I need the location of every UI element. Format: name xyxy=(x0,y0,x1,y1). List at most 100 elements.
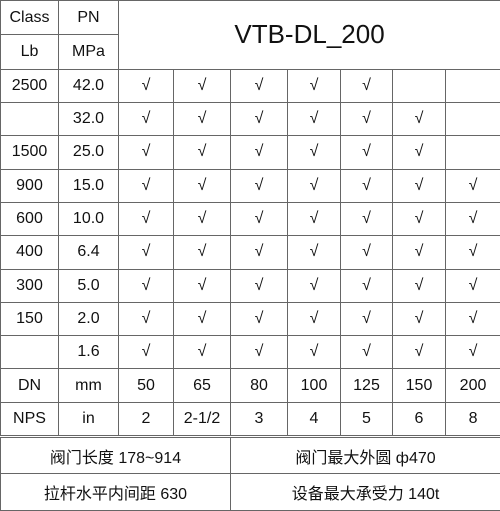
check-cell: √ xyxy=(173,101,231,137)
check-cell: √ xyxy=(287,235,341,270)
check-cell: √ xyxy=(392,301,446,337)
dn-value: 65 xyxy=(173,368,231,403)
check-cell: √ xyxy=(118,301,174,337)
dn-value: 150 xyxy=(392,368,446,403)
check-cell: √ xyxy=(230,168,288,203)
check-cell: √ xyxy=(287,201,341,237)
footer-cell: 拉杆水平内间距 630 xyxy=(0,473,231,511)
check-cell: √ xyxy=(444,201,500,237)
check-cell: √ xyxy=(230,235,288,270)
nps-unit: in xyxy=(58,401,119,438)
pn-cell: 6.4 xyxy=(58,235,119,270)
check-cell xyxy=(392,68,446,103)
check-cell: √ xyxy=(392,268,446,303)
pn-cell: 5.0 xyxy=(58,268,119,303)
class-cell: 1500 xyxy=(0,135,59,170)
dn-value: 80 xyxy=(230,368,288,403)
dn-value: 100 xyxy=(287,368,341,403)
check-cell: √ xyxy=(287,168,341,203)
check-cell: √ xyxy=(287,268,341,303)
pn-cell: 42.0 xyxy=(58,68,119,103)
check-cell: √ xyxy=(340,168,393,203)
pn-cell: 25.0 xyxy=(58,135,119,170)
footer-cell: 阀门长度 178~914 xyxy=(0,435,231,475)
nps-value: 4 xyxy=(287,401,341,438)
pressure-row: 600 10.0 √ √ √ √ √ √ √ xyxy=(0,201,500,237)
nps-value: 3 xyxy=(230,401,288,438)
check-cell: √ xyxy=(118,101,174,137)
check-cell: √ xyxy=(444,168,500,203)
nps-value: 8 xyxy=(444,401,500,438)
check-cell: √ xyxy=(444,301,500,337)
check-cell: √ xyxy=(118,335,174,370)
pressure-row: 2500 42.0 √ √ √ √ √ xyxy=(0,68,500,103)
pressure-row: 150 2.0 √ √ √ √ √ √ √ xyxy=(0,301,500,337)
pn-cell: 1.6 xyxy=(58,335,119,370)
class-cell: 2500 xyxy=(0,68,59,103)
pressure-row: 32.0 √ √ √ √ √ √ xyxy=(0,101,500,137)
check-cell: √ xyxy=(173,168,231,203)
check-cell: √ xyxy=(340,135,393,170)
check-cell: √ xyxy=(173,268,231,303)
check-cell: √ xyxy=(392,101,446,137)
check-cell: √ xyxy=(392,235,446,270)
class-cell: 600 xyxy=(0,201,59,237)
check-cell: √ xyxy=(173,201,231,237)
mpa-header: MPa xyxy=(58,34,119,70)
check-cell: √ xyxy=(340,101,393,137)
model-title: VTB-DL_200 xyxy=(117,0,500,70)
footer-row: 阀门长度 178~914 阀门最大外圆 ф470 xyxy=(0,435,500,475)
class-header: Class xyxy=(0,0,59,36)
dn-value: 50 xyxy=(118,368,174,403)
check-cell: √ xyxy=(118,135,174,170)
footer-cell: 设备最大承受力 140t xyxy=(229,473,500,511)
check-cell: √ xyxy=(230,135,288,170)
check-cell: √ xyxy=(230,301,288,337)
class-cell: 900 xyxy=(0,168,59,203)
pn-header: PN xyxy=(58,0,119,36)
check-cell xyxy=(444,101,500,137)
pressure-row: 300 5.0 √ √ √ √ √ √ √ xyxy=(0,268,500,303)
check-cell: √ xyxy=(287,101,341,137)
class-cell xyxy=(0,335,59,370)
check-cell: √ xyxy=(392,168,446,203)
check-cell: √ xyxy=(118,201,174,237)
check-cell: √ xyxy=(230,268,288,303)
check-cell: √ xyxy=(118,235,174,270)
check-cell: √ xyxy=(392,201,446,237)
check-cell: √ xyxy=(118,268,174,303)
check-cell: √ xyxy=(444,268,500,303)
nps-value: 5 xyxy=(340,401,393,438)
check-cell: √ xyxy=(173,68,231,103)
check-cell: √ xyxy=(230,201,288,237)
pressure-row: 400 6.4 √ √ √ √ √ √ √ xyxy=(0,235,500,270)
check-cell: √ xyxy=(173,335,231,370)
pn-cell: 2.0 xyxy=(58,301,119,337)
pressure-row: 1500 25.0 √ √ √ √ √ √ xyxy=(0,135,500,170)
check-cell: √ xyxy=(173,135,231,170)
nps-value: 6 xyxy=(392,401,446,438)
check-cell: √ xyxy=(173,301,231,337)
dn-row: DN mm 50 65 80 100 125 150 200 xyxy=(0,368,500,403)
dn-label: DN xyxy=(0,368,59,403)
class-cell: 150 xyxy=(0,301,59,337)
footer-row: 拉杆水平内间距 630 设备最大承受力 140t xyxy=(0,473,500,511)
pn-cell: 32.0 xyxy=(58,101,119,137)
check-cell: √ xyxy=(230,101,288,137)
check-cell: √ xyxy=(340,301,393,337)
check-cell: √ xyxy=(173,235,231,270)
check-cell: √ xyxy=(287,135,341,170)
class-cell: 400 xyxy=(0,235,59,270)
nps-label: NPS xyxy=(0,401,59,438)
check-cell: √ xyxy=(340,268,393,303)
check-cell: √ xyxy=(340,68,393,103)
check-cell: √ xyxy=(340,235,393,270)
check-cell: √ xyxy=(287,68,341,103)
pn-cell: 15.0 xyxy=(58,168,119,203)
class-cell xyxy=(0,101,59,137)
check-cell: √ xyxy=(287,301,341,337)
check-cell: √ xyxy=(287,335,341,370)
footer-cell: 阀门最大外圆 ф470 xyxy=(229,435,500,475)
check-cell: √ xyxy=(118,168,174,203)
